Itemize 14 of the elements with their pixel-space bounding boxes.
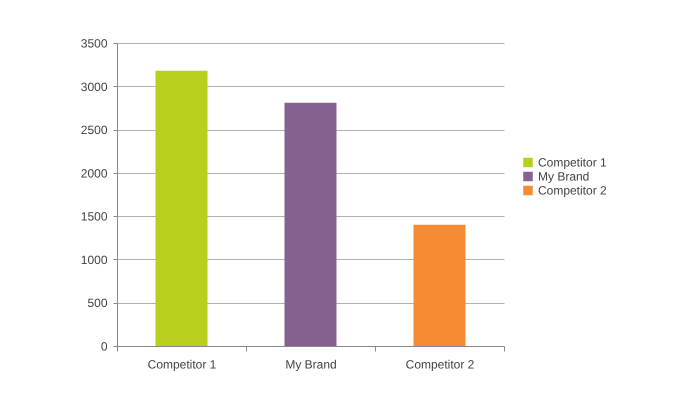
legend-label: My Brand [538, 170, 590, 184]
y-tick-label: 1500 [80, 210, 108, 224]
y-tick-label: 3500 [80, 36, 108, 50]
y-tick-label: 0 [100, 340, 108, 354]
legend-label: Competitor 1 [538, 156, 608, 170]
x-tick-label: Competitor 1 [148, 358, 217, 372]
x-tick-label: My Brand [285, 358, 337, 372]
y-tick-label: 1000 [80, 252, 108, 267]
y-tick-label: 500 [87, 296, 108, 310]
y-tick-label: 2000 [80, 166, 108, 180]
x-tick-label: Competitor 2 [406, 358, 475, 372]
y-tick-label: 3000 [80, 80, 108, 94]
y-tick-label: 2500 [80, 123, 108, 138]
legend-label: Competitor 2 [538, 184, 608, 198]
